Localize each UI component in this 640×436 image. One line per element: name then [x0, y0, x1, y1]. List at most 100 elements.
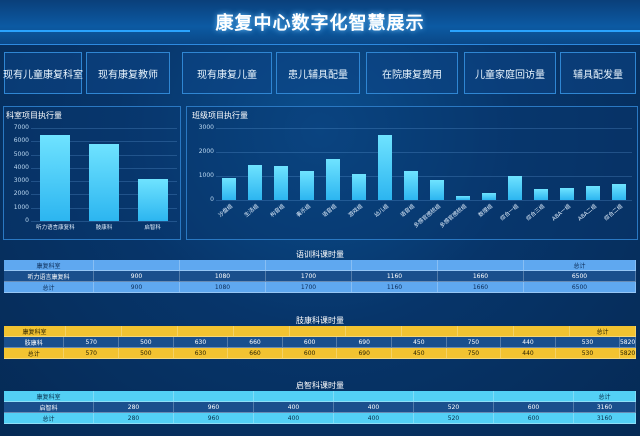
y-tick-label: 2000 — [13, 190, 29, 198]
table-cell: 康复科室 — [4, 260, 94, 270]
table-cell: 630 — [174, 348, 229, 358]
table-cell: 1080 — [180, 271, 266, 281]
limb-table-title: 肢康科课时量 — [296, 316, 344, 325]
table-cell: 启智科 — [4, 402, 94, 412]
x-tick-label: 启智科 — [144, 225, 161, 231]
y-tick-label: 4000 — [13, 163, 29, 171]
kpi-tab-visits[interactable]: 儿童家庭回访量 — [464, 52, 556, 94]
table-cell — [234, 326, 290, 336]
bar[interactable] — [429, 179, 445, 200]
bar[interactable] — [455, 195, 471, 200]
class-chart: 0 1000 2000 3000 沙盘组 生活组 构音组 奏乐组 语音组 游戏组 幼儿组 语音组 多感官… — [186, 106, 638, 240]
kpi-tab-departments[interactable]: 现有儿童康复科室 — [3, 52, 83, 94]
table-cell: 440 — [501, 337, 556, 347]
table-cell: 280 — [94, 413, 174, 423]
table-cell: 500 — [119, 337, 174, 347]
y-tick-label: 0 — [25, 217, 29, 224]
header-line-right — [450, 30, 640, 32]
table-cell: 960 — [174, 402, 254, 412]
bar[interactable] — [533, 189, 549, 200]
bar[interactable] — [88, 143, 120, 221]
table-cell: 600 — [283, 348, 338, 358]
table-cell: 康复科室 — [4, 326, 66, 336]
grid-line — [216, 128, 632, 129]
bar[interactable] — [299, 171, 315, 200]
grid-line — [216, 200, 632, 201]
kpi-tab-aids[interactable]: 患儿辅具配量 — [276, 52, 360, 94]
table-cell: 600 — [494, 413, 574, 423]
y-tick-label: 1000 — [13, 203, 29, 211]
table-row: 总计 570 500 630 660 600 690 450 750 440 530 5820 — [4, 348, 637, 359]
bar[interactable] — [481, 192, 497, 200]
table-cell — [266, 260, 352, 270]
dept-chart-title: 科室项目执行量 — [6, 111, 62, 120]
limb-table: 康复科室 总计 肢康科 570 500 630 660 600 690 450 750 440 530 5… — [4, 326, 637, 359]
kpi-label: 现有康复儿童 — [197, 69, 257, 81]
table-cell — [122, 326, 178, 336]
table-cell: 600 — [494, 402, 574, 412]
table-cell: 6500 — [524, 282, 636, 292]
kpi-label: 儿童家庭回访量 — [475, 69, 545, 81]
table-header-row: 康复科室 总计 — [4, 326, 636, 337]
table-cell — [180, 260, 266, 270]
table-row: 听力语言康复科 900 1080 1700 1160 1660 6500 — [4, 271, 636, 282]
table-cell: 听力语言康复科 — [4, 271, 94, 281]
table-cell: 总计 — [570, 326, 636, 336]
page-title: 康复中心数字化智慧展示 — [215, 13, 425, 34]
table-cell — [352, 260, 438, 270]
table-cell — [94, 260, 180, 270]
bar[interactable] — [507, 176, 523, 200]
table-cell: 1660 — [438, 282, 524, 292]
kpi-tab-children[interactable]: 现有康复儿童 — [182, 52, 272, 94]
table-cell: 530 — [556, 337, 621, 347]
table-cell: 600 — [283, 337, 338, 347]
table-cell: 1700 — [266, 271, 352, 281]
bar[interactable] — [325, 159, 341, 200]
bar[interactable] — [559, 188, 575, 200]
bar[interactable] — [221, 178, 237, 200]
y-tick-label: 7000 — [13, 124, 29, 131]
header-line-left — [0, 30, 190, 32]
table-cell: 690 — [337, 348, 392, 358]
table-cell: 1660 — [438, 271, 524, 281]
table-cell: 900 — [94, 271, 180, 281]
class-chart-title: 班级项目执行量 — [192, 111, 248, 120]
bar[interactable] — [351, 173, 367, 200]
bar[interactable] — [403, 171, 419, 200]
table-cell: 440 — [501, 348, 556, 358]
table-cell: 750 — [447, 337, 502, 347]
kpi-tab-teachers[interactable]: 现有康复教师 — [86, 52, 170, 94]
table-cell: 3160 — [574, 402, 636, 412]
kpi-tab-dispatch[interactable]: 辅具配发量 — [560, 52, 636, 94]
bar[interactable] — [40, 134, 71, 221]
y-tick-label: 0 — [210, 196, 214, 203]
kpi-label: 在院康复费用 — [382, 69, 442, 81]
table-cell: 总计 — [524, 260, 636, 270]
bar[interactable] — [247, 165, 263, 200]
bar[interactable] — [611, 184, 627, 200]
table-cell: 750 — [447, 348, 502, 358]
y-tick-label: 3000 — [13, 177, 29, 185]
table-cell: 400 — [254, 413, 334, 423]
table-cell: 1080 — [180, 282, 266, 292]
table-cell — [174, 391, 254, 401]
speech-table: 康复科室 总计 听力语言康复科 900 1080 1700 1160 1660 6500 总计 90… — [4, 260, 636, 293]
bar[interactable] — [377, 135, 393, 200]
intellect-table-title: 启智科课时量 — [296, 381, 344, 390]
kpi-tab-fees[interactable]: 在院康复费用 — [366, 52, 458, 94]
bar[interactable] — [273, 166, 289, 200]
bar[interactable] — [585, 186, 601, 200]
table-row: 启智科 280 960 400 400 520 600 3160 — [4, 402, 636, 413]
table-cell: 总计 — [574, 391, 636, 401]
table-cell — [346, 326, 402, 336]
speech-table-title: 语训科课时量 — [296, 250, 344, 259]
table-cell: 450 — [392, 348, 447, 358]
table-cell — [514, 326, 570, 336]
table-cell: 900 — [94, 282, 180, 292]
table-cell: 3160 — [574, 413, 636, 423]
table-header-row: 康复科室 总计 — [4, 260, 636, 271]
table-cell: 1160 — [352, 282, 438, 292]
table-cell — [94, 391, 174, 401]
bar[interactable] — [137, 179, 168, 221]
table-cell — [254, 391, 334, 401]
